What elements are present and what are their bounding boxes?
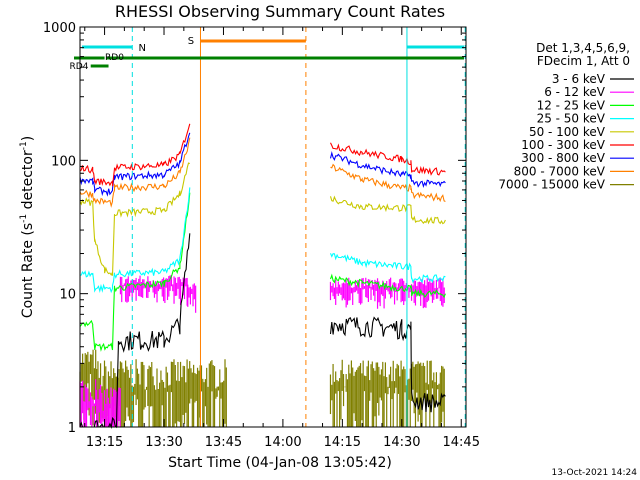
legend-label: 800 - 7000 keV: [514, 164, 606, 178]
legend-label: 100 - 300 keV: [521, 138, 605, 152]
annotation-layer: N S RD0 RD4: [70, 27, 466, 427]
saa-label: S: [188, 36, 194, 47]
y-tick-label: 1: [68, 421, 76, 436]
x-tick-label: 14:45: [443, 435, 480, 450]
x-tick-label: 13:15: [86, 435, 123, 450]
night-label: N: [138, 43, 145, 54]
series-100-300-kev: [79, 123, 446, 187]
legend-label: 7000 - 15000 keV: [498, 178, 605, 192]
series-7000-15000-kev: [79, 349, 445, 427]
x-tick-label: 14:30: [383, 435, 420, 450]
y-axis-label: Count Rate (s-1 detector-1): [19, 136, 36, 318]
legend-label: 300 - 800 keV: [521, 151, 605, 165]
y-tick-label: 100: [51, 154, 76, 169]
axes-layer: 1 10 100 1000 13:15 13:30 13:45 14:00 14:15 14:30…: [43, 21, 480, 450]
x-tick-label: 13:45: [205, 435, 242, 450]
series-layer: [79, 123, 446, 429]
y-axis-label-main: Count Rate (s: [20, 223, 36, 318]
legend-label: 12 - 25 keV: [537, 98, 606, 112]
x-tick-label: 14:15: [324, 435, 361, 450]
footer-date: 13-Oct-2021 14:24: [552, 468, 638, 478]
legend-label: 3 - 6 keV: [552, 72, 606, 86]
legend-label: 50 - 100 keV: [529, 125, 606, 139]
legend: Det 1,3,4,5,6,9,FDecim 1, Att 0 3 - 6 keV…: [498, 41, 634, 192]
x-axis-label: Start Time (04-Jan-08 13:05:42): [168, 455, 392, 471]
series-800-7000-kev: [79, 137, 446, 208]
y-tick-label: 10: [59, 288, 76, 303]
legend-header: Det 1,3,4,5,6,9,: [536, 41, 630, 55]
rd0-label: RD0: [105, 53, 124, 63]
y-axis-label-sup2: -1: [19, 141, 29, 150]
x-tick-label: 14:00: [264, 435, 301, 450]
x-tick-label: 13:30: [145, 435, 182, 450]
series-25-50-kev: [79, 187, 446, 294]
y-axis-label-sup1: -1: [19, 214, 29, 223]
legend-label: 25 - 50 keV: [537, 112, 606, 126]
rd4-label: RD4: [70, 62, 89, 72]
legend-label: 6 - 12 keV: [544, 85, 606, 99]
y-axis-label-end: ): [20, 136, 36, 141]
y-tick-label: 1000: [43, 21, 76, 36]
chart-title: RHESSI Observing Summary Count Rates: [115, 2, 445, 21]
series-50-100-kev: [79, 162, 446, 276]
series-6-12-kev: [79, 275, 445, 427]
plot-frame: [79, 26, 467, 428]
y-axis-label-mid: detector: [20, 150, 36, 214]
legend-header: FDecim 1, Att 0: [537, 54, 630, 68]
